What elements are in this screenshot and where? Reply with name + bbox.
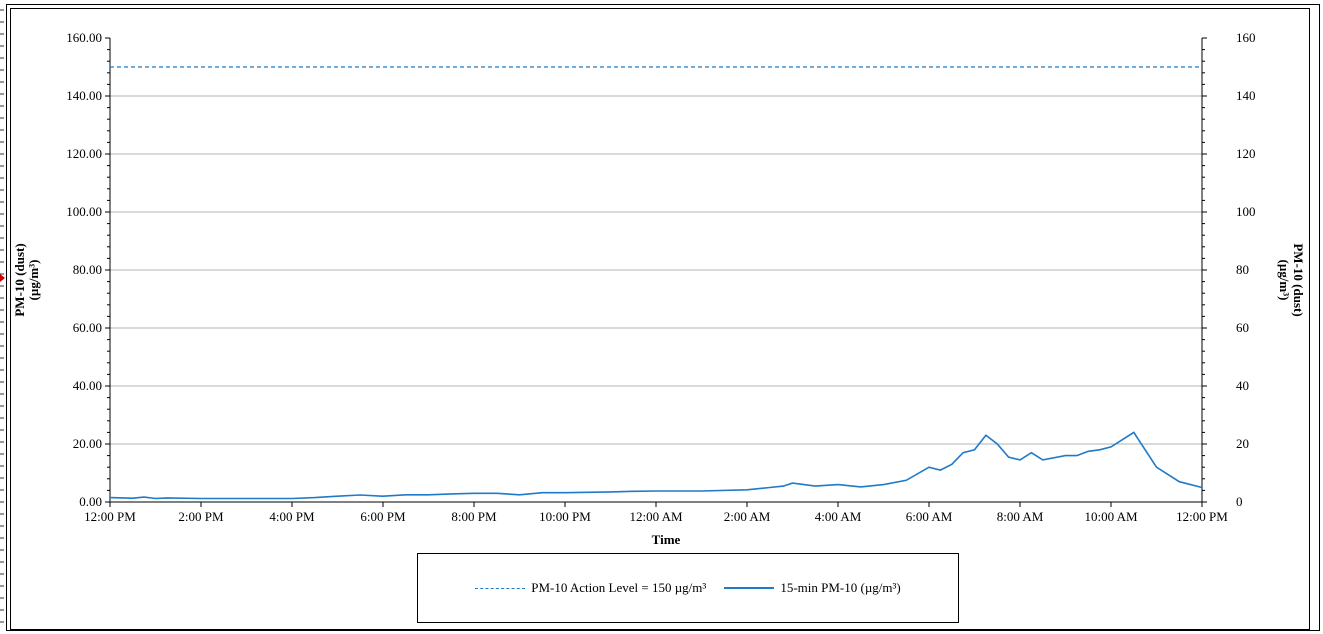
y-left-tick-label: 160.00 [66,30,102,45]
y-right-tick-label: 20 [1236,436,1249,451]
y-right-tick-label: 40 [1236,378,1249,393]
x-tick-label: 2:00 PM [178,509,224,524]
y-left-tick-label: 40.00 [73,378,102,393]
x-tick-label: 12:00 PM [84,509,136,524]
legend-item-15min: 15-min PM-10 (µg/m³) [724,580,901,596]
y-left-ticks: 0.00 20.00 40.00 60.00 80.00 100.00 120.00 140.… [66,30,110,509]
chart-frame [6,4,1320,631]
series-group [109,66,1203,500]
y-left-tick-label: 20.00 [73,436,102,451]
x-tick-label: 6:00 PM [360,509,406,524]
dashed-line-swatch [475,587,526,589]
x-tick-label: 2:00 AM [724,509,771,524]
y-axis-right-title-line1: PM-10 (dust) [1291,243,1306,316]
sheet-ruler-ticks [0,9,4,623]
grid-lines [110,95,1202,445]
x-tick-label: 6:00 AM [906,509,953,524]
chart-inner-frame [10,8,1310,630]
legend-item-action-level: PM-10 Action Level = 150 µg/m³ [475,580,706,596]
y-right-tick-label: 60 [1236,320,1249,335]
x-tick-label: 12:00 AM [629,509,683,524]
y-right-tick-label: 120 [1236,146,1256,161]
x-tick-label: 12:00 PM [1176,509,1228,524]
y-axis-left-title-line1: PM-10 (dust) [12,243,27,316]
y-left-tick-label: 0.00 [79,494,102,509]
y-axis-right-title-line2: (µg/m³) [1277,260,1292,301]
y-right-tick-label: 0 [1236,494,1243,509]
x-tick-label: 8:00 AM [997,509,1044,524]
legend: PM-10 Action Level = 150 µg/m³ 15-min PM… [417,553,959,623]
y-left-tick-label: 100.00 [66,204,102,219]
x-tick-label: 4:00 AM [815,509,862,524]
y-left-tick-label: 80.00 [73,262,102,277]
x-ticks: 12:00 PM 2:00 PM 4:00 PM 6:00 PM 8:00 PM 10:0… [84,502,1228,524]
y-left-tick-label: 120.00 [66,146,102,161]
selection-marker [0,274,5,282]
solid-line-swatch [724,587,775,589]
y-right-tick-label: 140 [1236,88,1256,103]
y-left-tick-label: 60.00 [73,320,102,335]
y-right-tick-label: 160 [1236,30,1256,45]
y-left-tick-label: 140.00 [66,88,102,103]
pm10-15min-line [109,431,1203,500]
legend-label-15min: 15-min PM-10 (µg/m³) [780,580,901,595]
x-tick-label: 4:00 PM [269,509,315,524]
x-tick-label: 8:00 PM [451,509,497,524]
y-right-tick-label: 80 [1236,262,1249,277]
y-right-ticks: 0 20 40 60 80 100 120 140 160 [1202,30,1256,509]
x-tick-label: 10:00 AM [1084,509,1138,524]
y-axis-left-title-line2: (µg/m³) [26,260,41,301]
x-axis-title: Time [652,532,681,547]
legend-label-action-level: PM-10 Action Level = 150 µg/m³ [531,580,707,595]
x-tick-label: 10:00 PM [539,509,591,524]
y-right-tick-label: 100 [1236,204,1256,219]
